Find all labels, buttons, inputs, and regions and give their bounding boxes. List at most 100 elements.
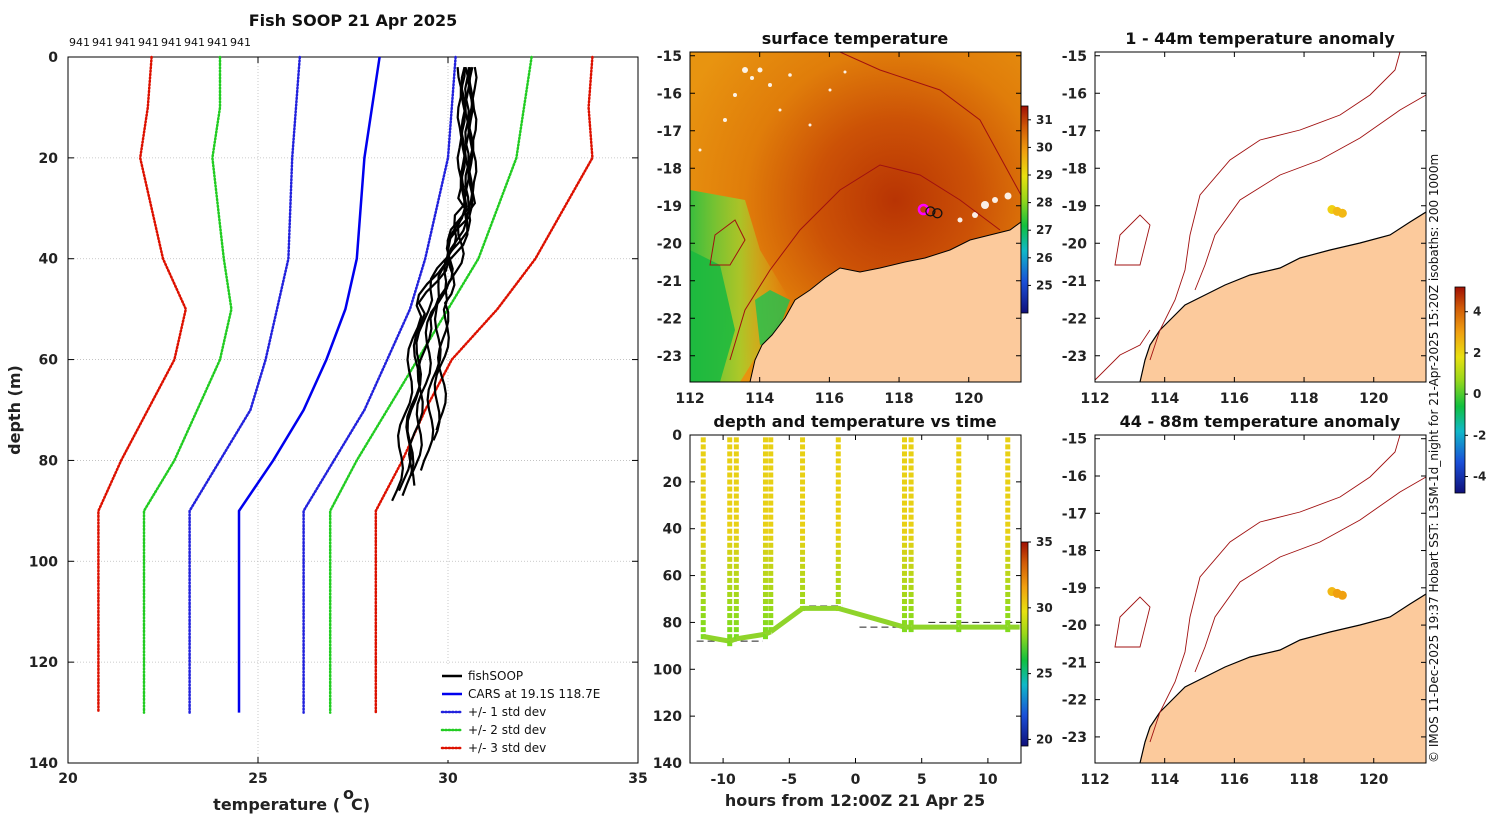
ts-cast-sample <box>901 542 907 548</box>
ts-cast-sample <box>727 591 733 597</box>
credit-note: © IMOS 11-Dec-2025 19:37 Hobart SST: L3S… <box>1427 154 1441 763</box>
ts-cast-sample <box>733 627 739 633</box>
sst-panel: surface temperature 112 114 116 118 120 -15 -… <box>657 29 1053 407</box>
ts-bottom-track <box>769 606 805 634</box>
colorbar-tick-label: 28 <box>1036 196 1053 210</box>
ts-cast-sample <box>733 556 739 562</box>
colorbar-tick-label: 31 <box>1036 113 1053 127</box>
ts-xtick-label: 0 <box>851 772 861 788</box>
ts-cast-sample <box>768 528 774 534</box>
profile-series-line <box>237 56 381 713</box>
ts-cast-sample <box>835 535 841 541</box>
ts-cast-sample <box>800 591 806 597</box>
ts-cast-sample <box>727 486 733 492</box>
colorbar-tick-label: 26 <box>1036 251 1053 265</box>
ts-cast-sample <box>835 465 841 471</box>
profile-lines <box>97 55 594 714</box>
map-ytick-label: -21 <box>657 274 682 290</box>
ts-cast-sample <box>727 479 733 485</box>
map-ytick-label: -22 <box>1062 311 1087 327</box>
ts-cast-sample <box>908 444 914 450</box>
ts-cast-sample <box>901 437 907 443</box>
ts-cast-sample <box>835 458 841 464</box>
colorbar-tick-label: 30 <box>1036 140 1053 154</box>
ts-cast-sample <box>727 465 733 471</box>
ts-cast-sample <box>800 472 806 478</box>
ts-cast-sample <box>768 613 774 619</box>
ts-cast-sample <box>1005 472 1011 478</box>
ts-cast-sample <box>956 493 962 499</box>
ts-cast-sample <box>768 563 774 569</box>
ts-cast-sample <box>956 521 962 527</box>
profile-xtick-label: 25 <box>248 771 267 787</box>
ts-cast-sample <box>901 584 907 590</box>
ts-cast-sample <box>956 577 962 583</box>
ts-cast-sample <box>901 444 907 450</box>
ts-cast-sample <box>727 613 733 619</box>
map-xtick-label: 118 <box>884 391 913 407</box>
ts-cast-sample <box>762 535 768 541</box>
ts-cast-sample <box>700 472 706 478</box>
profile-series-line <box>188 55 302 714</box>
ts-cast-sample <box>733 591 739 597</box>
anomaly-colorbar <box>1454 286 1466 494</box>
ts-cast-sample <box>700 486 706 492</box>
colorbar-tick-label: 20 <box>1036 732 1053 746</box>
ts-cast-sample <box>700 458 706 464</box>
ts-cast-sample <box>727 472 733 478</box>
ts-cast-sample <box>1005 570 1011 576</box>
ts-cast-sample <box>1005 528 1011 534</box>
ts-cast-sample <box>727 620 733 626</box>
timeseries-colorbar <box>1020 541 1029 747</box>
ts-cast-sample <box>768 479 774 485</box>
profile-ytick-label: 20 <box>39 151 59 167</box>
ts-cast-sample <box>956 465 962 471</box>
anomaly-colorbar-ticks: 4 2 0 -2 -4 <box>1465 305 1486 484</box>
ts-xtick-label: 10 <box>978 772 998 788</box>
ts-cast-sample <box>1005 458 1011 464</box>
ts-cast-sample <box>762 627 768 633</box>
anomaly-point <box>1337 590 1347 600</box>
ts-cast-sample <box>1005 584 1011 590</box>
map-xtick-label: 120 <box>1359 772 1388 788</box>
ts-cast-sample <box>800 458 806 464</box>
colorbar-tick-label: 27 <box>1036 223 1053 237</box>
ts-cast-sample <box>835 514 841 520</box>
ts-cast-sample <box>1005 556 1011 562</box>
ts-cast-sample <box>835 486 841 492</box>
ts-bottom-track <box>702 634 731 644</box>
sst-x-ticks: 112 114 116 118 120 <box>675 52 984 407</box>
profile-xlabel: temperature ( <box>213 795 340 814</box>
ts-cast-sample <box>768 465 774 471</box>
map-xtick-label: 112 <box>1080 772 1109 788</box>
ts-cast-sample <box>1005 613 1011 619</box>
ts-cast-sample <box>1005 486 1011 492</box>
ts-cast-sample <box>733 584 739 590</box>
ts-cast-sample <box>727 641 733 647</box>
fishsoop-profile-line <box>401 66 474 497</box>
ts-cast-sample <box>835 528 841 534</box>
ts-cast-sample <box>727 507 733 513</box>
ts-cast-sample <box>835 556 841 562</box>
map-ytick-label: -17 <box>1062 506 1087 522</box>
profile-series-line <box>328 55 533 714</box>
ts-cast-sample <box>768 591 774 597</box>
ts-cast-sample <box>762 528 768 534</box>
ts-cast-sample <box>908 584 914 590</box>
timeseries-x-ticks: -10 -5 0 5 10 <box>710 435 998 788</box>
ts-cast-sample <box>700 437 706 443</box>
ts-cast-sample <box>1005 542 1011 548</box>
map-ytick-label: -15 <box>657 49 682 65</box>
ts-cast-sample <box>901 451 907 457</box>
timeseries-frame <box>689 434 1022 764</box>
sst-title: surface temperature <box>762 29 949 48</box>
ts-cast-sample <box>835 599 841 604</box>
ts-cast-sample <box>733 479 739 485</box>
timeseries-y-ticks: 0 20 40 60 80 100 120 140 <box>653 428 1021 772</box>
ts-cast-sample <box>956 458 962 464</box>
ts-cast-sample <box>956 542 962 548</box>
map-ytick-label: -18 <box>1062 161 1087 177</box>
profile-ytick-label: 100 <box>29 554 58 570</box>
ts-cast-sample <box>835 570 841 576</box>
